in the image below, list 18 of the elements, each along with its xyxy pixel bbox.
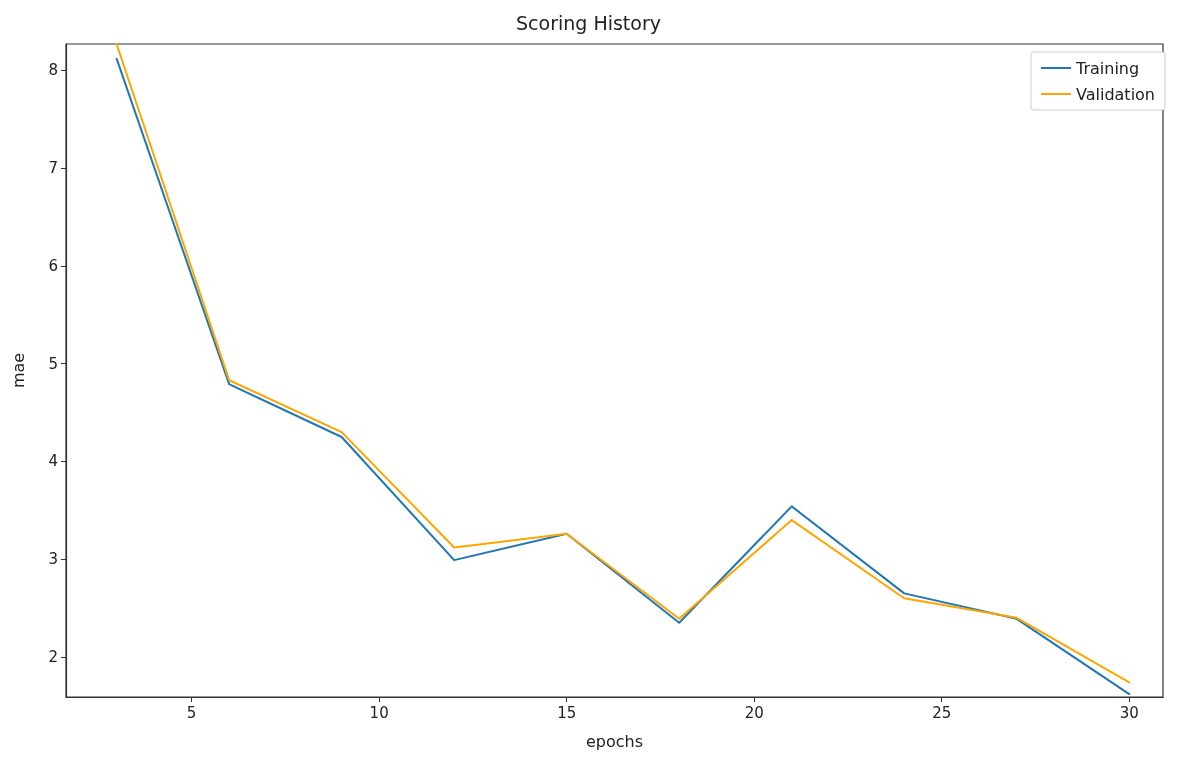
y-tick-label: 7: [48, 159, 58, 178]
x-tick-label: 5: [186, 703, 197, 722]
x-axis-title: epochs: [585, 731, 644, 751]
legend-label: Training: [1074, 58, 1140, 78]
y-tick-label: 3: [48, 550, 58, 569]
chart-title: Scoring History: [516, 11, 661, 34]
x-tick-label: 20: [744, 703, 764, 722]
y-tick-label: 6: [48, 256, 58, 275]
y-axis-title: mae: [8, 352, 28, 389]
y-tick-label: 8: [48, 61, 58, 80]
x-tick-label: 25: [932, 703, 952, 722]
y-tick-label: 4: [48, 452, 58, 471]
x-tick-label: 30: [1119, 703, 1139, 722]
x-tick-label: 10: [369, 703, 389, 722]
y-tick-label: 5: [48, 354, 58, 373]
legend-label: Validation: [1075, 84, 1156, 104]
y-tick-label: 2: [48, 647, 58, 666]
x-tick-label: 15: [557, 703, 577, 722]
